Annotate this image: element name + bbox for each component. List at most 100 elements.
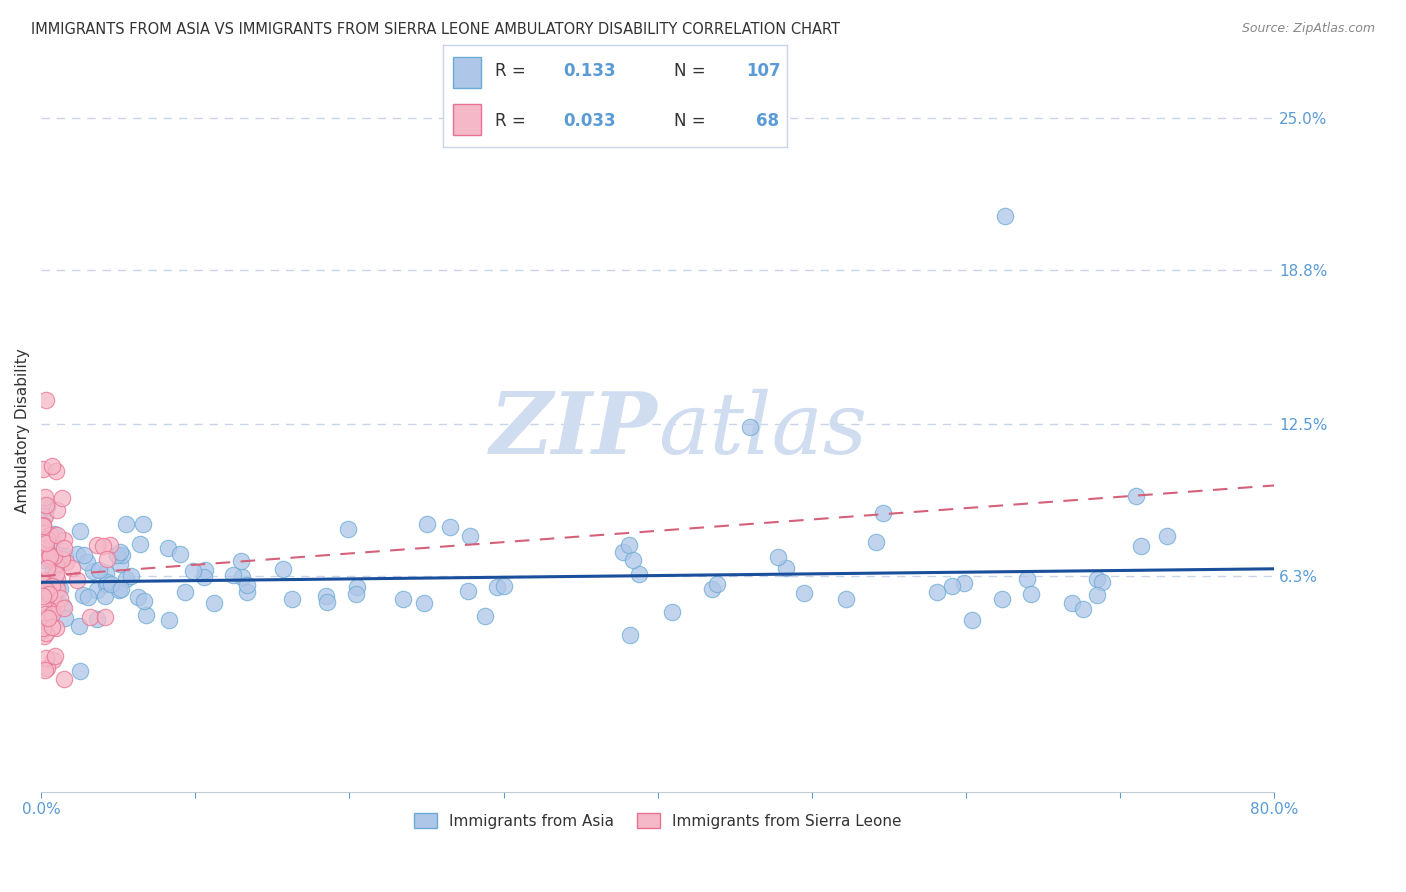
- Point: [45, 567, 67, 582]
- Point: [52, 672, 75, 686]
- Point: [38, 549, 60, 563]
- Point: [835, 592, 858, 607]
- Point: [194, 563, 217, 577]
- Point: [53, 533, 76, 548]
- Y-axis label: Ambulatory Disability: Ambulatory Disability: [15, 348, 30, 513]
- Point: [55, 611, 77, 625]
- Point: [41, 607, 63, 621]
- Point: [1085, 588, 1108, 602]
- Point: [42, 588, 65, 602]
- Point: [46, 582, 69, 596]
- Point: [34, 526, 56, 541]
- Point: [38, 549, 60, 563]
- Point: [42, 595, 65, 609]
- Point: [32, 573, 55, 587]
- Point: [108, 583, 131, 598]
- Point: [34, 607, 56, 621]
- Point: [202, 596, 225, 610]
- Point: [941, 579, 963, 593]
- Point: [34, 510, 56, 524]
- Point: [740, 419, 762, 434]
- Point: [222, 567, 245, 582]
- Point: [35, 582, 58, 597]
- Point: [31, 519, 53, 533]
- Point: [132, 516, 155, 531]
- Point: [35, 574, 58, 589]
- Point: [32, 576, 55, 591]
- Point: [661, 605, 683, 619]
- Point: [100, 577, 122, 591]
- Point: [51, 491, 73, 505]
- Bar: [453, 57, 481, 87]
- Point: [93, 589, 115, 603]
- Point: [129, 537, 152, 551]
- Point: [156, 541, 179, 555]
- Point: [474, 609, 496, 624]
- Legend: Immigrants from Asia, Immigrants from Sierra Leone: Immigrants from Asia, Immigrants from Si…: [408, 807, 908, 835]
- Point: [793, 586, 815, 600]
- Point: [32, 540, 55, 554]
- Point: [31, 587, 53, 601]
- Point: [1085, 572, 1108, 586]
- Point: [193, 570, 215, 584]
- Point: [41, 579, 63, 593]
- Point: [72, 588, 94, 602]
- Point: [41, 536, 63, 550]
- Point: [67, 619, 90, 633]
- Point: [86, 583, 108, 598]
- Point: [31, 589, 53, 603]
- Point: [132, 594, 155, 608]
- Point: [111, 548, 134, 562]
- Point: [48, 591, 70, 605]
- Point: [41, 653, 63, 667]
- Point: [96, 574, 118, 589]
- Point: [621, 552, 644, 566]
- Point: [960, 613, 983, 627]
- Point: [35, 560, 58, 574]
- Point: [37, 661, 59, 675]
- Point: [48, 582, 70, 596]
- Point: [35, 392, 58, 407]
- Point: [1015, 572, 1038, 586]
- Point: [37, 577, 59, 591]
- Point: [31, 597, 53, 611]
- Point: [66, 547, 89, 561]
- Point: [439, 520, 461, 534]
- Point: [41, 603, 63, 617]
- Point: [52, 541, 75, 555]
- Point: [96, 577, 118, 591]
- Point: [120, 569, 142, 583]
- Point: [46, 502, 69, 516]
- Point: [31, 621, 53, 635]
- Point: [34, 490, 56, 504]
- Point: [31, 583, 53, 598]
- Point: [34, 610, 56, 624]
- Point: [127, 590, 149, 604]
- Point: [51, 552, 73, 566]
- Point: [42, 527, 65, 541]
- Point: [413, 597, 436, 611]
- Point: [38, 528, 60, 542]
- Point: [45, 621, 67, 635]
- Text: atlas: atlas: [658, 389, 868, 472]
- Point: [37, 550, 59, 565]
- Point: [492, 579, 515, 593]
- Point: [31, 518, 53, 533]
- Point: [44, 648, 66, 663]
- Point: [619, 538, 641, 552]
- Point: [32, 629, 55, 643]
- Point: [76, 555, 98, 569]
- Point: [344, 587, 367, 601]
- Point: [93, 610, 115, 624]
- Point: [865, 534, 887, 549]
- Point: [953, 576, 976, 591]
- Point: [45, 528, 67, 542]
- Point: [336, 522, 359, 536]
- Point: [86, 538, 108, 552]
- Point: [96, 551, 118, 566]
- Point: [45, 557, 67, 571]
- Point: [69, 524, 91, 538]
- Point: [174, 584, 197, 599]
- Point: [612, 545, 634, 559]
- Point: [1156, 529, 1178, 543]
